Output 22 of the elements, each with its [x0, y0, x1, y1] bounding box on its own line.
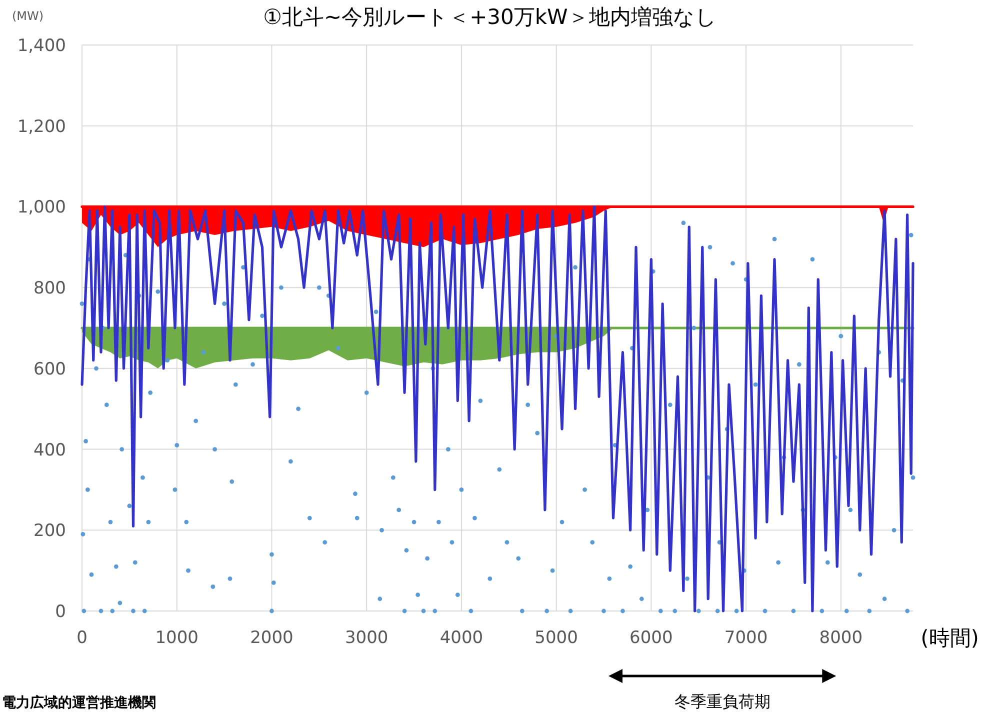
x-tick-label: 0: [76, 628, 88, 648]
x-tick-label: 1000: [155, 628, 198, 648]
y-tick-label: 600: [34, 359, 66, 380]
y-tick-label: 0: [55, 602, 66, 622]
y-tick-label: 1,000: [17, 198, 66, 218]
x-axis-title: (時間): [920, 626, 979, 650]
x-tick-label: 8000: [819, 628, 863, 648]
x-tick-label: 4000: [440, 628, 484, 648]
text: 冬季重負荷期: [674, 692, 770, 711]
y-tick-label: 200: [34, 521, 66, 542]
y-tick-label: 1,400: [17, 36, 66, 56]
x-tick-label: 7000: [724, 628, 768, 648]
y-tick-label: 400: [34, 440, 66, 460]
y-axis-title: (MW): [12, 9, 44, 23]
x-tick-label: 2000: [250, 628, 294, 648]
y-tick-label: 800: [34, 278, 66, 299]
y-tick-label: 1,200: [17, 116, 66, 137]
x-tick-label: 6000: [630, 628, 673, 648]
x-tick-label: 5000: [534, 628, 578, 648]
x-tick-label: 3000: [344, 628, 388, 648]
text: 電力広域的運営推進機関: [2, 694, 156, 711]
chart-title: ①北斗~今別ルート＜+30万kW＞地内増強なし: [263, 5, 717, 29]
